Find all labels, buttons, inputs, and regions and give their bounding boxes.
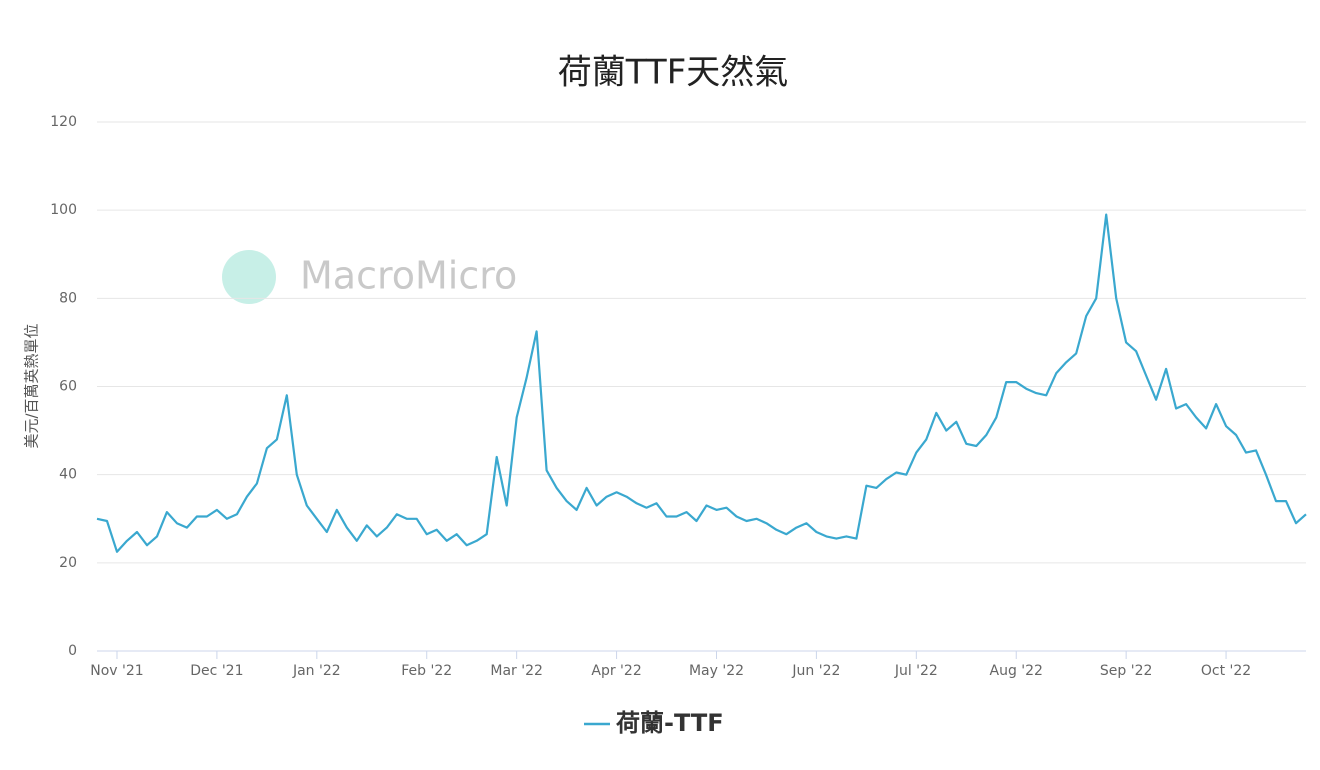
x-tick-label: Apr '22 bbox=[591, 663, 641, 679]
watermark-logo bbox=[222, 250, 276, 304]
chart-title: 荷蘭TTF天然氣 bbox=[558, 53, 789, 93]
y-tick-label: 40 bbox=[59, 467, 77, 483]
x-tick-label: Aug '22 bbox=[990, 663, 1043, 679]
x-tick-label: Jun '22 bbox=[791, 663, 840, 679]
x-tick-label: Sep '22 bbox=[1100, 663, 1153, 679]
x-tick-label: Mar '22 bbox=[490, 663, 543, 679]
x-tick-label: Jul '22 bbox=[894, 663, 938, 679]
line-series bbox=[96, 213, 1307, 553]
x-tick-label: Dec '21 bbox=[190, 663, 243, 679]
y-tick-label: 120 bbox=[50, 114, 77, 130]
x-tick-label: May '22 bbox=[689, 663, 744, 679]
legend-label: 荷蘭-TTF bbox=[616, 709, 724, 737]
y-tick-label: 20 bbox=[59, 555, 77, 571]
y-tick-label: 100 bbox=[50, 202, 77, 218]
y-tick-label: 0 bbox=[68, 643, 77, 659]
x-tick-label: Jan '22 bbox=[292, 663, 341, 679]
x-tick-label: Oct '22 bbox=[1201, 663, 1251, 679]
x-tick-label: Nov '21 bbox=[90, 663, 143, 679]
watermark: MacroMicro bbox=[300, 254, 517, 298]
y-tick-label: 60 bbox=[59, 379, 77, 395]
y-tick-label: 80 bbox=[59, 290, 77, 306]
y-axis-label: 美元/百萬英熱單位 bbox=[23, 323, 41, 448]
x-tick-label: Feb '22 bbox=[401, 663, 452, 679]
